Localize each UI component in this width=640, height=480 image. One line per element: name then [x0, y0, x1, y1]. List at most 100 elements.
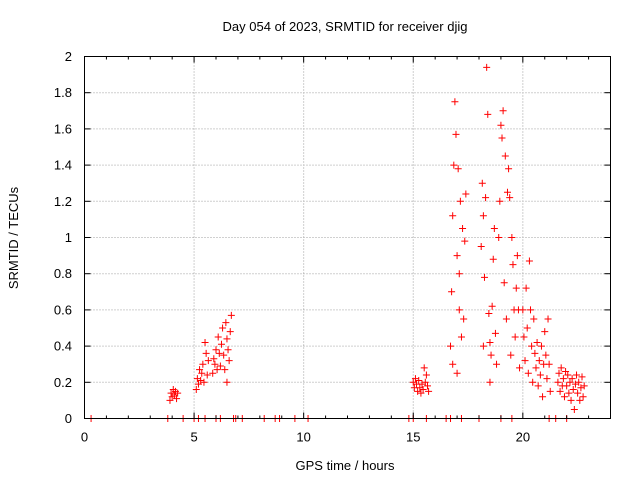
data-point [416, 384, 424, 392]
data-point [513, 252, 521, 260]
data-point [173, 395, 181, 403]
data-point [556, 387, 564, 395]
data-point [194, 380, 202, 388]
data-point [511, 333, 519, 341]
data-point [174, 389, 182, 397]
data-point [562, 367, 570, 375]
data-point [544, 315, 552, 323]
data-point [488, 302, 496, 310]
data-point [529, 378, 537, 386]
data-point [453, 252, 461, 260]
data-point [530, 315, 538, 323]
data-point [559, 375, 567, 383]
data-point [575, 378, 583, 386]
data-point [546, 387, 554, 395]
data-point [500, 279, 508, 287]
data-point [580, 382, 588, 390]
data-point [545, 360, 553, 368]
data-point [461, 237, 469, 245]
data-point [505, 165, 513, 173]
data-point [566, 378, 574, 386]
y-tick-label: 0.8 [54, 266, 72, 281]
data-point [460, 315, 468, 323]
data-point [577, 384, 585, 392]
data-point [569, 386, 577, 394]
data-point [539, 393, 547, 401]
data-point [419, 386, 427, 394]
data-point [425, 387, 433, 395]
data-point [192, 386, 200, 394]
data-point [220, 351, 228, 359]
y-tick-label: 1.8 [54, 85, 72, 100]
y-tick-label: 0.2 [54, 375, 72, 390]
y-tick-label: 1.2 [54, 194, 72, 209]
data-point [198, 369, 206, 377]
data-point [490, 224, 498, 232]
y-axis-label: SRMTID / TECUs [6, 186, 21, 289]
x-tick-label: 5 [190, 430, 197, 445]
data-point [507, 351, 515, 359]
y-tick-label: 1.4 [54, 158, 72, 173]
data-point [535, 357, 543, 365]
data-point [459, 224, 467, 232]
data-point [455, 270, 463, 278]
data-point [531, 349, 539, 357]
data-point [450, 161, 458, 169]
data-point [501, 152, 509, 160]
data-point [422, 371, 430, 379]
x-axis-label: GPS time / hours [296, 458, 395, 473]
data-point [496, 197, 504, 205]
data-point [216, 362, 224, 370]
data-point [560, 393, 568, 401]
data-point [497, 121, 505, 129]
data-point [486, 378, 494, 386]
data-point [563, 382, 571, 390]
data-point [211, 360, 219, 368]
data-point [525, 257, 533, 265]
data-point [215, 349, 223, 357]
y-tick-label: 1.6 [54, 121, 72, 136]
data-point [519, 306, 527, 314]
data-point [523, 324, 531, 332]
data-point [568, 375, 576, 383]
data-point [521, 357, 529, 365]
data-point [451, 98, 459, 106]
data-point [420, 364, 428, 372]
data-point [225, 357, 233, 365]
data-point [502, 315, 510, 323]
data-point [509, 261, 517, 269]
data-point [527, 306, 535, 314]
data-point [454, 165, 462, 173]
data-point [414, 387, 422, 395]
data-point [493, 360, 501, 368]
data-point [522, 284, 530, 292]
data-point [193, 375, 201, 383]
data-point [557, 364, 565, 372]
data-point [222, 319, 230, 327]
data-point [533, 338, 541, 346]
data-point [571, 380, 579, 388]
data-point [227, 311, 235, 319]
data-point [565, 389, 573, 397]
data-point [542, 351, 550, 359]
grid-lines [84, 56, 611, 419]
data-point [579, 393, 587, 401]
data-point [409, 378, 417, 386]
data-point [537, 342, 545, 350]
data-point [203, 371, 211, 379]
data-point [447, 342, 455, 350]
data-point [477, 243, 485, 251]
data-point [224, 346, 232, 354]
data-point [484, 110, 492, 118]
data-point [456, 197, 464, 205]
y-tick-label: 0 [65, 411, 72, 426]
data-point [462, 190, 470, 198]
data-point [209, 369, 217, 377]
data-point [201, 338, 209, 346]
data-points [87, 63, 588, 422]
data-point [479, 342, 487, 350]
y-tick-label: 1 [65, 230, 72, 245]
data-point [411, 375, 419, 383]
data-point [204, 357, 212, 365]
